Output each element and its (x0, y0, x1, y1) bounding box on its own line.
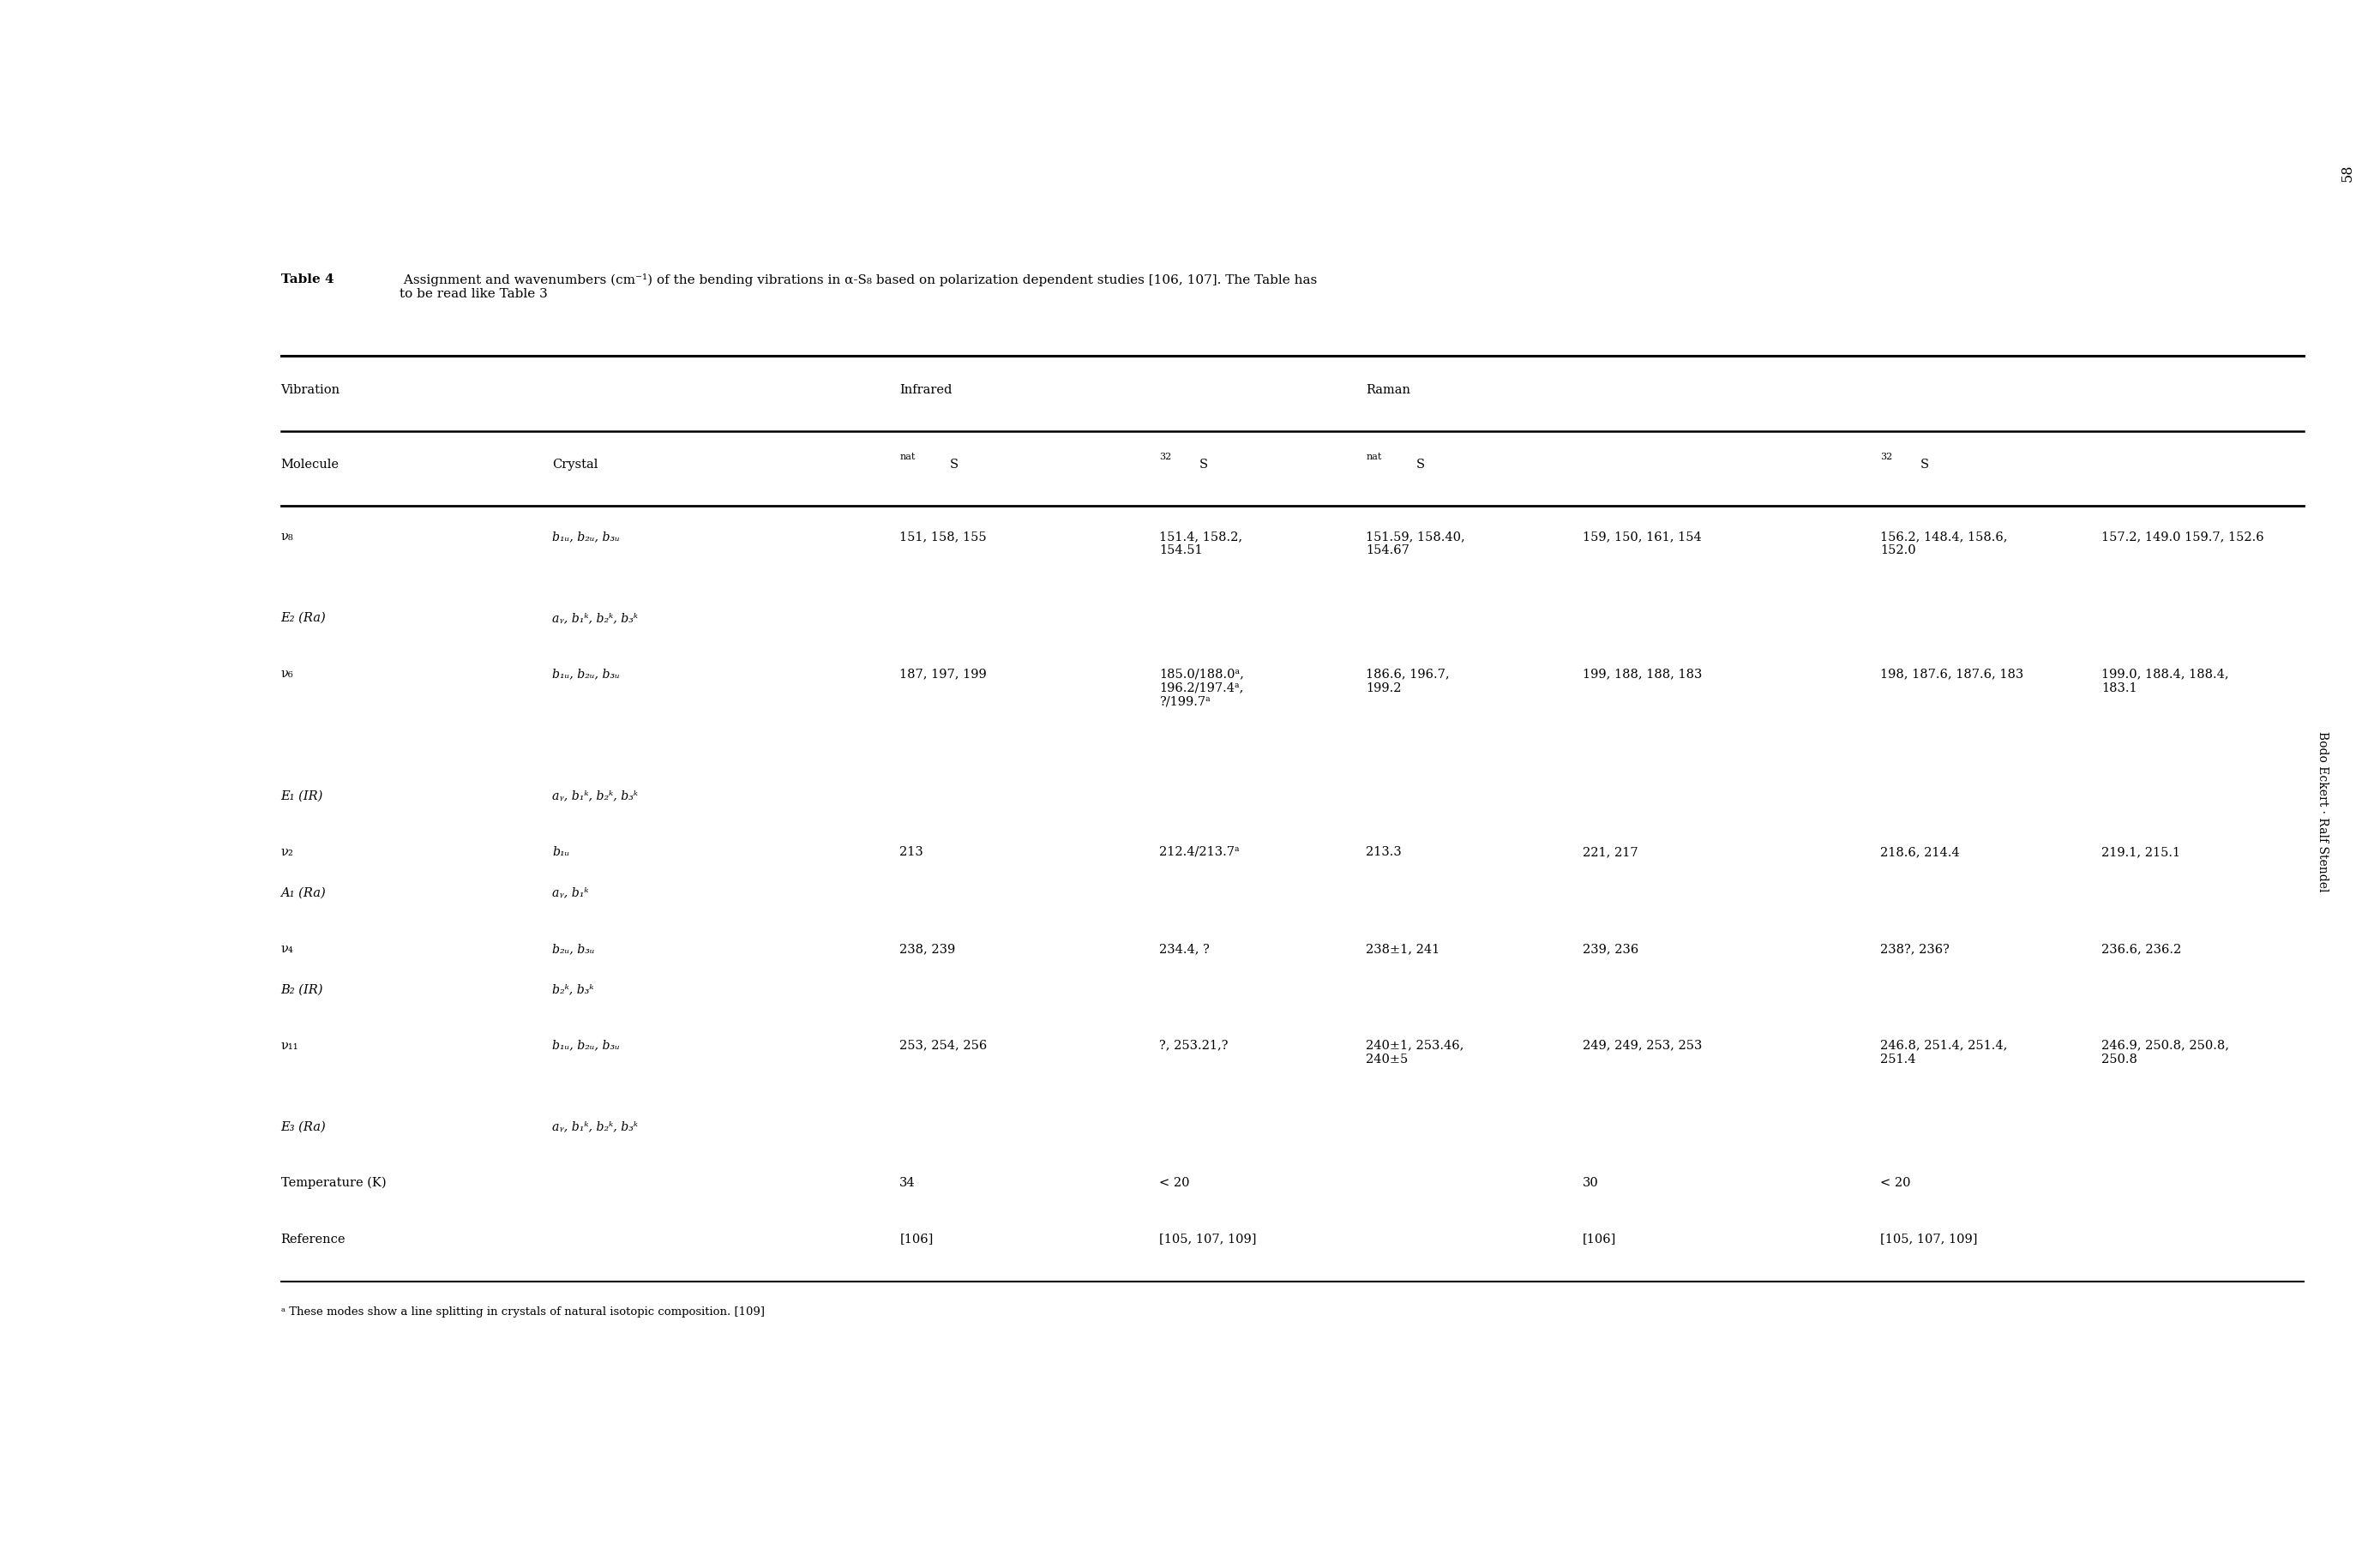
Text: Infrared: Infrared (900, 384, 952, 396)
Text: aᵧ, b₁ᵏ, b₂ᵏ, b₃ᵏ: aᵧ, b₁ᵏ, b₂ᵏ, b₃ᵏ (552, 612, 638, 624)
Text: [105, 107, 109]: [105, 107, 109] (1159, 1233, 1257, 1246)
Text: 218.6, 214.4: 218.6, 214.4 (1880, 846, 1959, 859)
Text: 238±1, 241: 238±1, 241 (1366, 943, 1440, 955)
Text: nat: nat (900, 453, 916, 460)
Text: E₃ (Ra): E₃ (Ra) (281, 1121, 326, 1133)
Text: b₁ᵤ: b₁ᵤ (552, 846, 569, 859)
Text: 246.9, 250.8, 250.8,
250.8: 246.9, 250.8, 250.8, 250.8 (2102, 1040, 2230, 1066)
Text: 249, 249, 253, 253: 249, 249, 253, 253 (1583, 1040, 1702, 1052)
Text: E₂ (Ra): E₂ (Ra) (281, 612, 326, 624)
Text: < 20: < 20 (1880, 1177, 1911, 1189)
Text: Assignment and wavenumbers (cm⁻¹) of the bending vibrations in α-S₈ based on pol: Assignment and wavenumbers (cm⁻¹) of the… (400, 273, 1319, 300)
Text: 219.1, 215.1: 219.1, 215.1 (2102, 846, 2180, 859)
Text: [106]: [106] (1583, 1233, 1616, 1246)
Text: 156.2, 148.4, 158.6,
152.0: 156.2, 148.4, 158.6, 152.0 (1880, 531, 2006, 557)
Text: Temperature (K): Temperature (K) (281, 1177, 386, 1189)
Text: S: S (1416, 459, 1426, 471)
Text: 240±1, 253.46,
240±5: 240±1, 253.46, 240±5 (1366, 1040, 1464, 1066)
Text: 236.6, 236.2: 236.6, 236.2 (2102, 943, 2182, 955)
Text: ν₈: ν₈ (281, 531, 293, 543)
Text: Crystal: Crystal (552, 459, 597, 471)
Text: 199, 188, 188, 183: 199, 188, 188, 183 (1583, 668, 1702, 681)
Text: 151.59, 158.40,
154.67: 151.59, 158.40, 154.67 (1366, 531, 1466, 557)
Text: 239, 236: 239, 236 (1583, 943, 1640, 955)
Text: [105, 107, 109]: [105, 107, 109] (1880, 1233, 1978, 1246)
Text: ν₁₁: ν₁₁ (281, 1040, 298, 1052)
Text: Reference: Reference (281, 1233, 345, 1246)
Text: 198, 187.6, 187.6, 183: 198, 187.6, 187.6, 183 (1880, 668, 2023, 681)
Text: ᵃ These modes show a line splitting in crystals of natural isotopic composition.: ᵃ These modes show a line splitting in c… (281, 1307, 764, 1317)
Text: 157.2, 149.0 159.7, 152.6: 157.2, 149.0 159.7, 152.6 (2102, 531, 2263, 543)
Text: 185.0/188.0ᵃ,
196.2/197.4ᵃ,
?/199.7ᵃ: 185.0/188.0ᵃ, 196.2/197.4ᵃ, ?/199.7ᵃ (1159, 668, 1245, 707)
Text: b₁ᵤ, b₂ᵤ, b₃ᵤ: b₁ᵤ, b₂ᵤ, b₃ᵤ (552, 1040, 619, 1052)
Text: b₁ᵤ, b₂ᵤ, b₃ᵤ: b₁ᵤ, b₂ᵤ, b₃ᵤ (552, 531, 619, 543)
Text: Raman: Raman (1366, 384, 1411, 396)
Text: b₂ᵤ, b₃ᵤ: b₂ᵤ, b₃ᵤ (552, 943, 595, 955)
Text: 30: 30 (1583, 1177, 1599, 1189)
Text: 234.4, ?: 234.4, ? (1159, 943, 1209, 955)
Text: [106]: [106] (900, 1233, 933, 1246)
Text: nat: nat (1366, 453, 1383, 460)
Text: Table 4: Table 4 (281, 273, 333, 286)
Text: 253, 254, 256: 253, 254, 256 (900, 1040, 988, 1052)
Text: aᵧ, b₁ᵏ, b₂ᵏ, b₃ᵏ: aᵧ, b₁ᵏ, b₂ᵏ, b₃ᵏ (552, 790, 638, 802)
Text: 159, 150, 161, 154: 159, 150, 161, 154 (1583, 531, 1702, 543)
Text: 186.6, 196.7,
199.2: 186.6, 196.7, 199.2 (1366, 668, 1449, 695)
Text: 32: 32 (1880, 453, 1892, 460)
Text: 238, 239: 238, 239 (900, 943, 957, 955)
Text: B₂ (IR): B₂ (IR) (281, 983, 324, 996)
Text: 221, 217: 221, 217 (1583, 846, 1637, 859)
Text: 212.4/213.7ᵃ: 212.4/213.7ᵃ (1159, 846, 1240, 859)
Text: < 20: < 20 (1159, 1177, 1190, 1189)
Text: 151, 158, 155: 151, 158, 155 (900, 531, 988, 543)
Text: Molecule: Molecule (281, 459, 338, 471)
Text: 213: 213 (900, 846, 923, 859)
Text: Bodo Eckert · Ralf Stendel: Bodo Eckert · Ralf Stendel (2316, 732, 2330, 891)
Text: A₁ (Ra): A₁ (Ra) (281, 887, 326, 899)
Text: b₂ᵏ, b₃ᵏ: b₂ᵏ, b₃ᵏ (552, 983, 593, 996)
Text: 58: 58 (2340, 164, 2356, 181)
Text: ν₂: ν₂ (281, 846, 293, 859)
Text: E₁ (IR): E₁ (IR) (281, 790, 324, 802)
Text: 151.4, 158.2,
154.51: 151.4, 158.2, 154.51 (1159, 531, 1242, 557)
Text: aᵧ, b₁ᵏ, b₂ᵏ, b₃ᵏ: aᵧ, b₁ᵏ, b₂ᵏ, b₃ᵏ (552, 1121, 638, 1133)
Text: 32: 32 (1159, 453, 1171, 460)
Text: S: S (1200, 459, 1209, 471)
Text: ?, 253.21,?: ?, 253.21,? (1159, 1040, 1228, 1052)
Text: ν₆: ν₆ (281, 668, 293, 681)
Text: S: S (1921, 459, 1930, 471)
Text: Vibration: Vibration (281, 384, 340, 396)
Text: 34: 34 (900, 1177, 916, 1189)
Text: 246.8, 251.4, 251.4,
251.4: 246.8, 251.4, 251.4, 251.4 (1880, 1040, 2006, 1066)
Text: 238?, 236?: 238?, 236? (1880, 943, 1949, 955)
Text: S: S (950, 459, 959, 471)
Text: 187, 197, 199: 187, 197, 199 (900, 668, 988, 681)
Text: ν₄: ν₄ (281, 943, 293, 955)
Text: 213.3: 213.3 (1366, 846, 1402, 859)
Text: b₁ᵤ, b₂ᵤ, b₃ᵤ: b₁ᵤ, b₂ᵤ, b₃ᵤ (552, 668, 619, 681)
Text: aᵧ, b₁ᵏ: aᵧ, b₁ᵏ (552, 887, 588, 899)
Text: 199.0, 188.4, 188.4,
183.1: 199.0, 188.4, 188.4, 183.1 (2102, 668, 2230, 695)
